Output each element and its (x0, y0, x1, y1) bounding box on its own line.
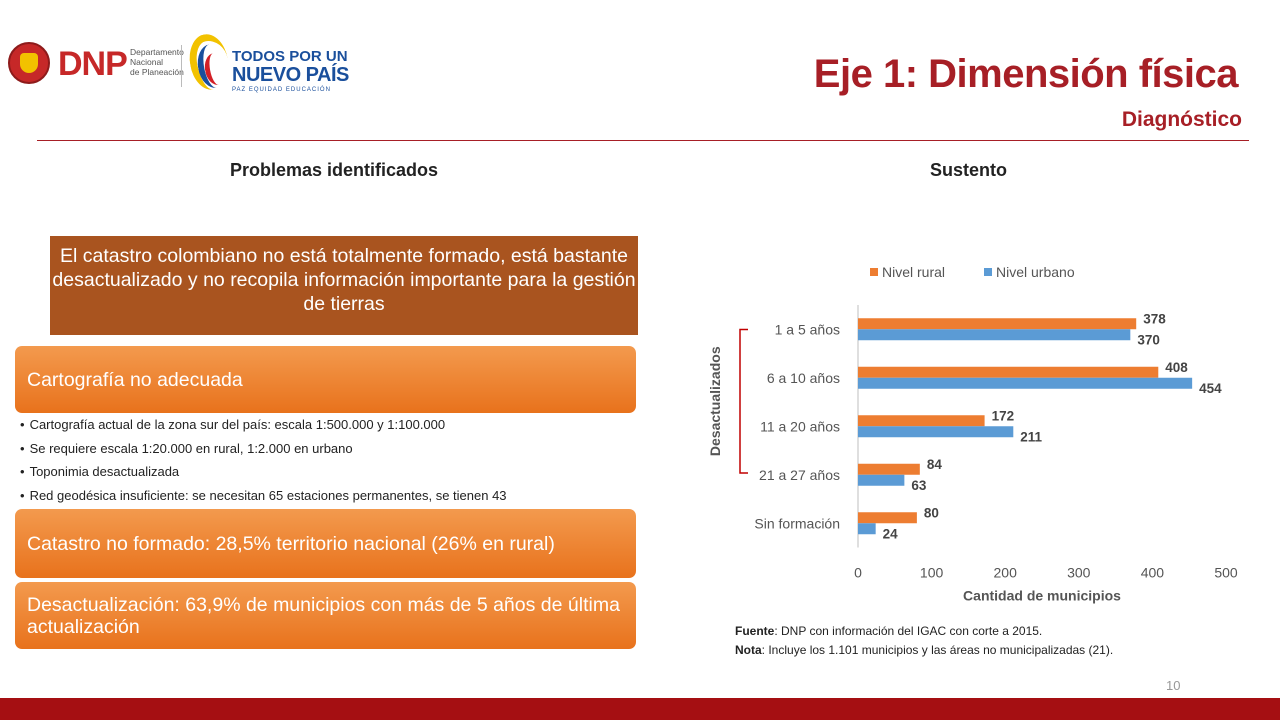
data-label: 370 (1137, 332, 1160, 347)
logo-divider (181, 45, 182, 87)
header-divider (37, 140, 1249, 141)
x-tick-label: 500 (1214, 565, 1238, 581)
bar-nivel-urbano (858, 426, 1014, 438)
bar-nivel-urbano (858, 329, 1131, 341)
category-label: 6 a 10 años (767, 370, 840, 386)
municipios-bar-chart: Nivel rural Nivel urbano 1 a 5 años 378 370 6… (707, 264, 1238, 604)
bar-nivel-urbano (858, 377, 1193, 389)
legend-label: Nivel rural (882, 264, 945, 280)
logo-line-2: NUEVO PAÍS (232, 64, 349, 86)
data-label: 172 (992, 408, 1015, 423)
list-item: Se requiere escala 1:20.000 en rural, 1:… (20, 439, 640, 463)
bar-nivel-rural (858, 512, 917, 524)
dnp-logo-subtitle: Departamento Nacional de Planeación (130, 47, 184, 77)
page-subtitle: Diagnóstico (1121, 108, 1242, 131)
issue-desactualizacion: Desactualización: 63,9% de municipios co… (15, 582, 636, 649)
left-column-heading: Problemas identificados (230, 160, 439, 180)
x-tick-label: 400 (1141, 565, 1165, 581)
data-label: 408 (1165, 360, 1188, 375)
list-item: Red geodésica insuficiente: se necesitan… (20, 486, 640, 510)
issue-cartografia: Cartografía no adecuada (15, 346, 636, 413)
list-item: Cartografía actual de la zona sur del pa… (20, 415, 640, 439)
chart-notes: Fuente: DNP con información del IGAC con… (735, 622, 1113, 660)
bar-nivel-rural (858, 366, 1159, 378)
bar-nivel-rural (858, 415, 985, 427)
logo-line-3: PAZ EQUIDAD EDUCACIÓN (232, 87, 331, 93)
x-tick-label: 200 (994, 565, 1018, 581)
legend-label: Nivel urbano (996, 264, 1075, 280)
right-column-heading: Sustento (930, 160, 1008, 180)
x-tick-label: 0 (854, 565, 862, 581)
category-label: 21 a 27 años (759, 467, 840, 483)
category-label: Sin formación (754, 515, 840, 531)
note-text: Nota: Incluye los 1.101 municipios y las… (735, 643, 1114, 657)
colombia-seal-icon (8, 42, 50, 84)
page-number: 10 (1166, 678, 1181, 693)
category-label: 1 a 5 años (775, 321, 840, 337)
list-item: Toponimia desactualizada (20, 462, 640, 486)
data-label: 24 (883, 526, 899, 541)
data-label: 80 (924, 505, 939, 520)
logo-line-1: TODOS POR UN (232, 48, 348, 65)
source-note: Fuente: DNP con información del IGAC con… (735, 624, 1043, 638)
todos-por-un-nuevo-pais-logo: TODOS POR UN NUEVO PAÍS PAZ EQUIDAD EDUC… (185, 30, 349, 96)
page-title: Eje 1: Dimensión física (813, 52, 1239, 96)
bar-nivel-rural (858, 318, 1137, 330)
data-label: 84 (927, 457, 943, 472)
dnp-logo: DNP Departamento Nacional de Planeación (8, 40, 184, 90)
x-tick-label: 300 (1067, 565, 1091, 581)
bar-nivel-urbano (858, 523, 876, 535)
data-label: 211 (1020, 429, 1042, 444)
data-label: 454 (1199, 381, 1222, 396)
x-tick-label: 100 (920, 565, 944, 581)
data-label: 378 (1143, 311, 1166, 326)
category-label: 11 a 20 años (760, 418, 840, 434)
bar-nivel-rural (858, 463, 920, 475)
legend-swatch (870, 268, 878, 276)
cartografia-bullet-list: Cartografía actual de la zona sur del pa… (20, 415, 640, 510)
problem-statement-box: El catastro colombiano no está totalment… (50, 236, 638, 335)
x-axis-title: Cantidad de municipios (963, 588, 1121, 604)
bar-nivel-urbano (858, 474, 905, 486)
bracket-label: Desactualizados (707, 346, 723, 456)
legend-swatch (984, 268, 992, 276)
data-label: 63 (911, 478, 927, 493)
footer-bar (0, 698, 1280, 720)
dnp-logo-text: DNP (58, 45, 128, 83)
issue-catastro-no-formado: Catastro no formado: 28,5% territorio na… (15, 509, 636, 578)
bracket-desactualizados (739, 328, 748, 474)
